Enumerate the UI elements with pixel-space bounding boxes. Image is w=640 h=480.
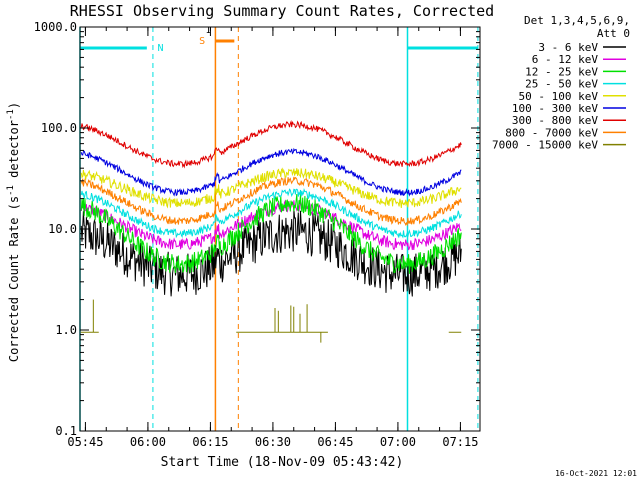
y-axis-label-mid: detector	[7, 120, 21, 185]
x-tick-label: 06:30	[255, 435, 291, 449]
chart-title: RHESSI Observing Summary Count Rates, Co…	[70, 2, 494, 20]
legend-entry-label: 800 - 7000 keV	[505, 126, 598, 139]
x-tick-label: 06:15	[192, 435, 228, 449]
y-tick-label: 0.1	[55, 424, 77, 438]
marker-label: N	[158, 43, 164, 54]
series-line	[80, 147, 462, 197]
legend-entry-label: 300 - 800 keV	[512, 114, 598, 127]
x-tick-label: 06:45	[317, 435, 353, 449]
series-line	[80, 187, 462, 239]
legend-entry-label: 25 - 50 keV	[525, 78, 598, 91]
y-tick-label: 10.0	[48, 222, 77, 236]
series-layer	[80, 119, 462, 343]
x-tick-label: 07:15	[442, 435, 478, 449]
y-axis-label-end: )	[7, 102, 21, 109]
y-tick-label: 1000.0	[34, 20, 77, 34]
legend-entry-label: 7000 - 15000 keV	[492, 139, 598, 152]
y-axis-label-sup2: -1	[6, 109, 16, 120]
y-axis: 0.1 1.0 10.0 100.0 1000.0	[34, 20, 480, 438]
legend-header-line1: Det 1,3,4,5,6,9,	[524, 14, 630, 27]
y-axis-label-main: Corrected Count Rate (s	[7, 196, 21, 362]
series-line	[80, 194, 462, 274]
series-line	[80, 209, 462, 297]
legend-entry-label: 100 - 300 keV	[512, 102, 598, 115]
y-tick-label: 1.0	[55, 323, 77, 337]
legend-header-line2: Att 0	[597, 27, 630, 40]
series-line	[80, 167, 462, 209]
x-axis: 05:45 06:00 06:15 06:30 06:45 07:00 07:15	[67, 27, 478, 449]
x-axis-label: Start Time (18-Nov-09 05:43:42)	[161, 455, 404, 470]
marker-annotation: I	[206, 26, 211, 36]
y-tick-label: 100.0	[41, 121, 77, 135]
x-tick-label: 06:00	[130, 435, 166, 449]
series-line	[80, 176, 462, 227]
marker-label: S	[199, 36, 205, 47]
legend-entry-label: 12 - 25 keV	[525, 65, 598, 78]
legend-entry-label: 3 - 6 keV	[538, 41, 598, 54]
x-tick-label: 07:00	[380, 435, 416, 449]
x-tick-label: 05:45	[67, 435, 103, 449]
footer-date: 16-Oct-2021 12:01	[555, 469, 637, 478]
y-axis-label-sup1: -1	[6, 185, 16, 196]
legend-entry-label: 50 - 100 keV	[519, 90, 599, 103]
series-line	[80, 119, 462, 169]
legend-entry-label: 6 - 12 keV	[532, 53, 599, 66]
y-axis-label: Corrected Count Rate (s-1 detector-1)	[6, 102, 21, 362]
